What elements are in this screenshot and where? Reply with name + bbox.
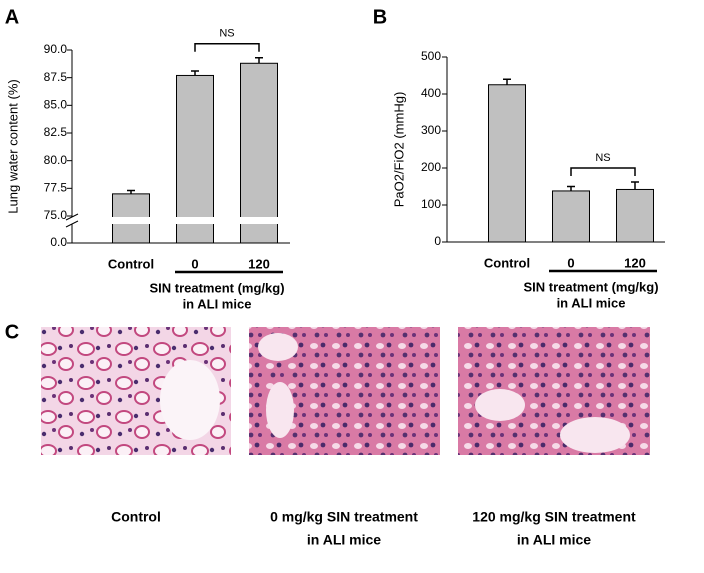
axis-break-gap xyxy=(68,217,76,224)
image-caption: in ALI mice xyxy=(517,532,591,548)
image-detail xyxy=(266,382,294,438)
x-tick-label: 120 xyxy=(624,255,646,270)
y-tick-label: 82.5 xyxy=(44,125,68,139)
y-tick-label: 87.5 xyxy=(44,70,68,84)
image-caption: in ALI mice xyxy=(307,532,381,548)
significance-bracket xyxy=(570,167,636,177)
y-tick-label: 75.0 xyxy=(44,208,68,222)
error-bar xyxy=(631,181,639,190)
y-axis-label: PaO2/FiO2 (mmHg) xyxy=(391,92,406,208)
histology-images xyxy=(41,327,650,455)
group-label: SIN treatment (mg/kg) xyxy=(149,280,284,295)
error-bar xyxy=(191,70,199,76)
group-label: SIN treatment (mg/kg) xyxy=(523,279,658,294)
image-detail xyxy=(258,333,298,361)
bar xyxy=(616,188,654,243)
error-bar xyxy=(255,56,263,64)
panel-letter: B xyxy=(373,6,387,28)
image-caption: Control xyxy=(111,509,161,525)
y-tick-label: 80.0 xyxy=(44,153,68,167)
annotation: NS xyxy=(219,28,234,40)
y-axis-label: Lung water content (%) xyxy=(5,79,20,213)
x-tick-label: Control xyxy=(108,256,154,271)
y-tick-label: 85.0 xyxy=(44,98,68,112)
image-caption: 120 mg/kg SIN treatment xyxy=(472,509,636,525)
x-tick-label: 0 xyxy=(567,255,574,270)
error-bar xyxy=(567,185,575,191)
bar xyxy=(240,62,278,244)
y-tick-label: 0 xyxy=(434,234,441,248)
y-tick-label: 200 xyxy=(421,160,441,174)
group-label: in ALI mice xyxy=(183,296,252,311)
axis-break-mark xyxy=(65,220,79,228)
axis-break-gap xyxy=(66,217,284,224)
bar xyxy=(552,190,590,243)
error-bar xyxy=(503,78,511,85)
image-detail xyxy=(560,417,630,453)
x-tick-label: 0 xyxy=(191,256,198,271)
image-caption: 0 mg/kg SIN treatment xyxy=(270,509,418,525)
y-tick-label: 500 xyxy=(421,49,441,63)
x-tick-label: Control xyxy=(484,255,530,270)
y-tick-label: 400 xyxy=(421,86,441,100)
y-tick-label: 0.0 xyxy=(50,235,67,249)
image-detail xyxy=(160,360,220,440)
bar xyxy=(176,74,214,244)
panel-letter: A xyxy=(5,6,19,28)
error-bar xyxy=(127,189,135,194)
annotation: NS xyxy=(595,152,610,164)
axis-break-mark xyxy=(65,213,79,221)
y-tick-label: 77.5 xyxy=(44,181,68,195)
panel-letter: C xyxy=(5,321,19,343)
y-tick-label: 100 xyxy=(421,197,441,211)
group-label: in ALI mice xyxy=(557,295,626,310)
x-tick-label: 120 xyxy=(248,256,270,271)
y-tick-label: 90.0 xyxy=(44,42,68,56)
y-tick-label: 300 xyxy=(421,123,441,137)
significance-bracket xyxy=(194,42,260,52)
bar xyxy=(488,84,526,243)
image-detail xyxy=(475,389,525,421)
